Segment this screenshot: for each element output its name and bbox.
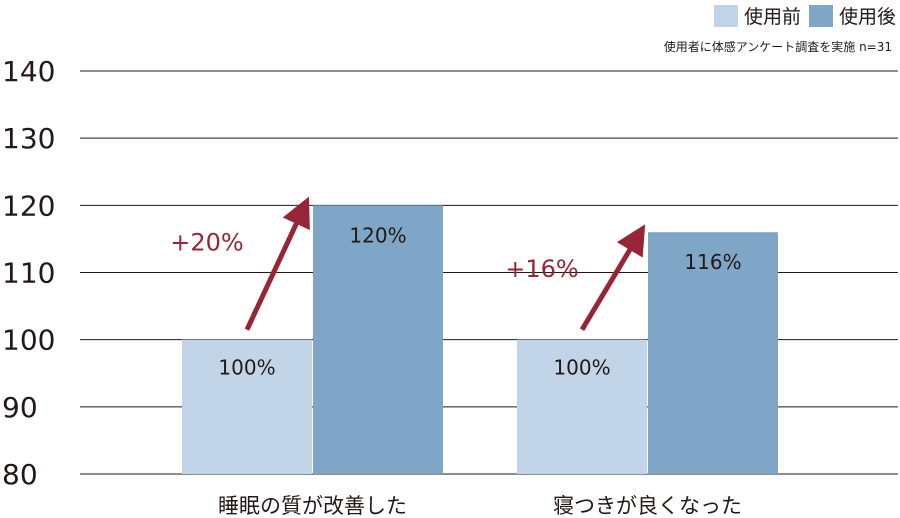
- data-label: 100%: [218, 356, 275, 380]
- increase-annotation: +16%: [505, 255, 578, 283]
- legend-item-before: 使用前: [713, 2, 801, 29]
- category-label: 睡眠の質が改善した: [218, 494, 407, 518]
- category-label: 寝つきが良くなった: [553, 494, 742, 518]
- bar: [517, 339, 647, 474]
- y-tick-label: 130: [2, 122, 55, 155]
- bar: [648, 232, 778, 474]
- legend-swatch-after: [808, 4, 833, 27]
- data-label: 100%: [553, 356, 610, 380]
- data-label: 116%: [684, 250, 741, 274]
- y-tick-label: 80: [2, 458, 38, 491]
- increase-arrow: [579, 224, 646, 331]
- increase-annotation: +20%: [170, 228, 243, 256]
- survey-note: 使用者に体感アンケート調査を実施 n=31: [663, 40, 892, 54]
- y-tick-label: 120: [2, 189, 55, 222]
- data-label: 120%: [349, 223, 406, 247]
- y-tick-label: 100: [2, 324, 55, 357]
- legend-item-after: 使用後: [808, 2, 896, 29]
- legend-label-after: 使用後: [838, 6, 896, 28]
- bar: [182, 339, 312, 474]
- increase-arrow: [244, 196, 310, 331]
- y-tick-label: 90: [2, 391, 38, 424]
- y-tick-label: 110: [2, 257, 55, 290]
- bar: [313, 205, 443, 475]
- y-tick-label: 140: [2, 55, 55, 88]
- legend: 使用前 使用後: [713, 2, 896, 29]
- legend-swatch-before: [713, 4, 738, 27]
- legend-label-before: 使用前: [743, 6, 801, 28]
